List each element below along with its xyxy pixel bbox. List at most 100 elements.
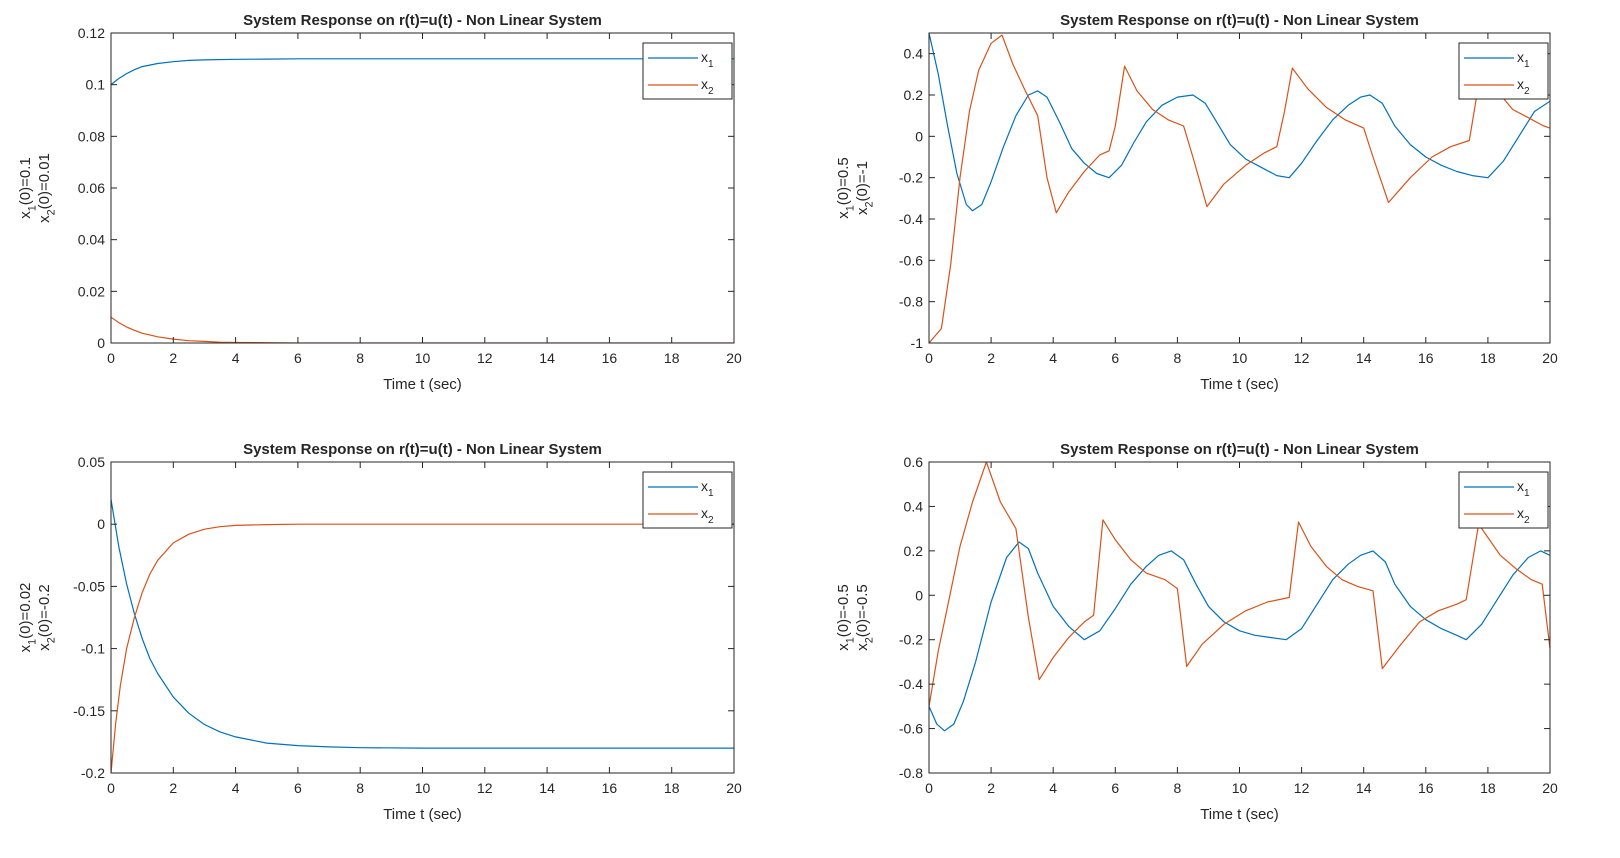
x-tick-label: 10	[415, 350, 431, 366]
x-tick-label: 14	[1356, 780, 1372, 796]
y-axis-label-line-2: x2(0)=-1	[854, 161, 875, 215]
x-tick-label: 8	[356, 780, 364, 796]
x-axis-label: Time t (sec)	[383, 376, 462, 393]
legend-label-x2: x2	[701, 76, 714, 97]
y-tick-label: 0.2	[904, 543, 924, 559]
x-tick-label: 0	[107, 350, 115, 366]
legend-label-x1-subscript: 1	[1524, 488, 1530, 499]
y-axis-label-line-2-subscript: 2	[45, 209, 57, 215]
legend-label-x2: x2	[1517, 76, 1530, 97]
y-tick-label: -0.2	[899, 632, 923, 648]
legend-label-x1: x1	[701, 49, 714, 70]
y-tick-label: 0.6	[904, 454, 924, 470]
series-line-x1	[929, 541, 1550, 732]
x-tick-label: 10	[1232, 780, 1248, 796]
x-tick-label: 20	[726, 350, 742, 366]
y-axis-label-line-2-subscript: 2	[863, 201, 875, 207]
y-axis-label-line-1-base: x	[17, 644, 34, 652]
y-tick-label: 0.06	[78, 180, 105, 196]
y-axis-label-line-2-subscript: 2	[863, 637, 875, 643]
x-axis-label: Time t (sec)	[383, 806, 462, 823]
y-tick-label: 0.2	[904, 87, 924, 103]
x-tick-label: 6	[1111, 350, 1119, 366]
x-tick-label: 2	[169, 350, 177, 366]
legend-label-x1-subscript: 1	[708, 59, 714, 70]
y-axis-label-line-1-subscript: 1	[844, 637, 856, 643]
chart-title: System Response on r(t)=u(t) - Non Linea…	[243, 12, 602, 29]
x-tick-label: 16	[602, 780, 618, 796]
legend-label-x2: x2	[1517, 505, 1530, 526]
y-tick-label: 0.02	[78, 283, 105, 299]
y-axis-label-line-1-rest: (0)=0.02	[17, 583, 34, 639]
x-tick-label: 16	[1418, 350, 1434, 366]
x-tick-label: 6	[1111, 780, 1119, 796]
x-tick-label: 18	[664, 780, 680, 796]
legend: x1 x2	[1458, 42, 1549, 100]
y-tick-label: 0	[97, 516, 105, 532]
x-tick-label: 12	[477, 350, 493, 366]
y-axis-label-line-1-subscript: 1	[844, 205, 856, 211]
chart-title: System Response on r(t)=u(t) - Non Linea…	[243, 441, 602, 458]
y-tick-label: 0.04	[78, 232, 105, 248]
x-tick-label: 4	[1049, 350, 1057, 366]
plot-area	[111, 462, 734, 773]
x-tick-label: 18	[664, 350, 680, 366]
y-axis-label-line-1-rest: (0)=0.1	[17, 157, 34, 205]
chart-title: System Response on r(t)=u(t) - Non Linea…	[1060, 441, 1419, 458]
series-line-x2	[111, 316, 734, 343]
y-tick-label: 0	[915, 587, 923, 603]
y-axis-label-line-2: x2(0)=0.01	[36, 153, 57, 223]
y-axis-label-line-1: x1(0)=-0.5	[835, 584, 856, 650]
series-group	[929, 462, 1550, 732]
legend-label-x2-subscript: 2	[708, 86, 714, 97]
y-tick-label: -0.1	[81, 641, 105, 657]
x-tick-label: 10	[415, 780, 431, 796]
y-axis-label-line-1-base: x	[835, 211, 852, 219]
x-tick-label: 16	[602, 350, 618, 366]
legend-label-x2-base: x	[701, 505, 708, 521]
y-axis-label-line-1-subscript: 1	[26, 205, 38, 211]
y-axis-label-line-1: x1(0)=0.02	[17, 583, 38, 653]
legend: x1 x2	[1458, 471, 1549, 529]
y-axis-label-line-2-rest: (0)=-1	[854, 161, 871, 201]
legend-label-x1: x1	[1517, 478, 1530, 499]
x-tick-label: 18	[1480, 350, 1496, 366]
x-tick-label: 20	[1542, 350, 1558, 366]
series-line-x1	[111, 499, 734, 749]
x-tick-label: 0	[925, 780, 933, 796]
legend-label-x2-base: x	[701, 76, 708, 92]
x-tick-label: 10	[1232, 350, 1248, 366]
x-tick-label: 14	[539, 350, 555, 366]
x-tick-label: 8	[356, 350, 364, 366]
x-tick-label: 6	[294, 350, 302, 366]
y-tick-label: 0.1	[86, 77, 106, 93]
y-tick-label: 0	[915, 128, 923, 144]
series-line-x2	[929, 462, 1550, 707]
legend-label-x1-subscript: 1	[708, 488, 714, 499]
y-axis-label-line-2-base: x	[36, 643, 53, 651]
series-line-x2	[111, 523, 734, 773]
series-line-x1	[111, 58, 734, 86]
y-axis-label-line-2: x2(0)=-0.2	[36, 584, 57, 650]
legend-label-x1: x1	[1517, 49, 1530, 70]
chart-bottom-right: 0 2 4 6 8 10 12 14 16 18 20-0.8-0.6-0.4-0.200.20.4…	[835, 441, 1558, 823]
y-axis-label-line-1-rest: (0)=-0.5	[835, 584, 852, 637]
y-tick-label: -0.2	[899, 170, 923, 186]
x-tick-label: 20	[1542, 780, 1558, 796]
x-tick-label: 12	[1294, 350, 1310, 366]
legend-box	[642, 42, 733, 100]
x-tick-label: 16	[1418, 780, 1434, 796]
y-tick-label: 0.4	[904, 498, 924, 514]
plot-area	[929, 462, 1550, 773]
chart-top-left: 0 2 4 6 8 10 12 14 16 18 2000.020.040.060.080.10.1…	[17, 12, 742, 393]
x-tick-label: 2	[987, 780, 995, 796]
series-line-x1	[929, 33, 1550, 212]
y-tick-label: -0.2	[81, 765, 105, 781]
series-group	[929, 33, 1550, 343]
y-axis-label-line-1: x1(0)=0.5	[835, 157, 856, 218]
legend-label-x2-subscript: 2	[1524, 86, 1530, 97]
legend: x1 x2	[642, 42, 733, 100]
y-tick-label: 0.08	[78, 128, 105, 144]
legend-label-x2-subscript: 2	[1524, 515, 1530, 526]
